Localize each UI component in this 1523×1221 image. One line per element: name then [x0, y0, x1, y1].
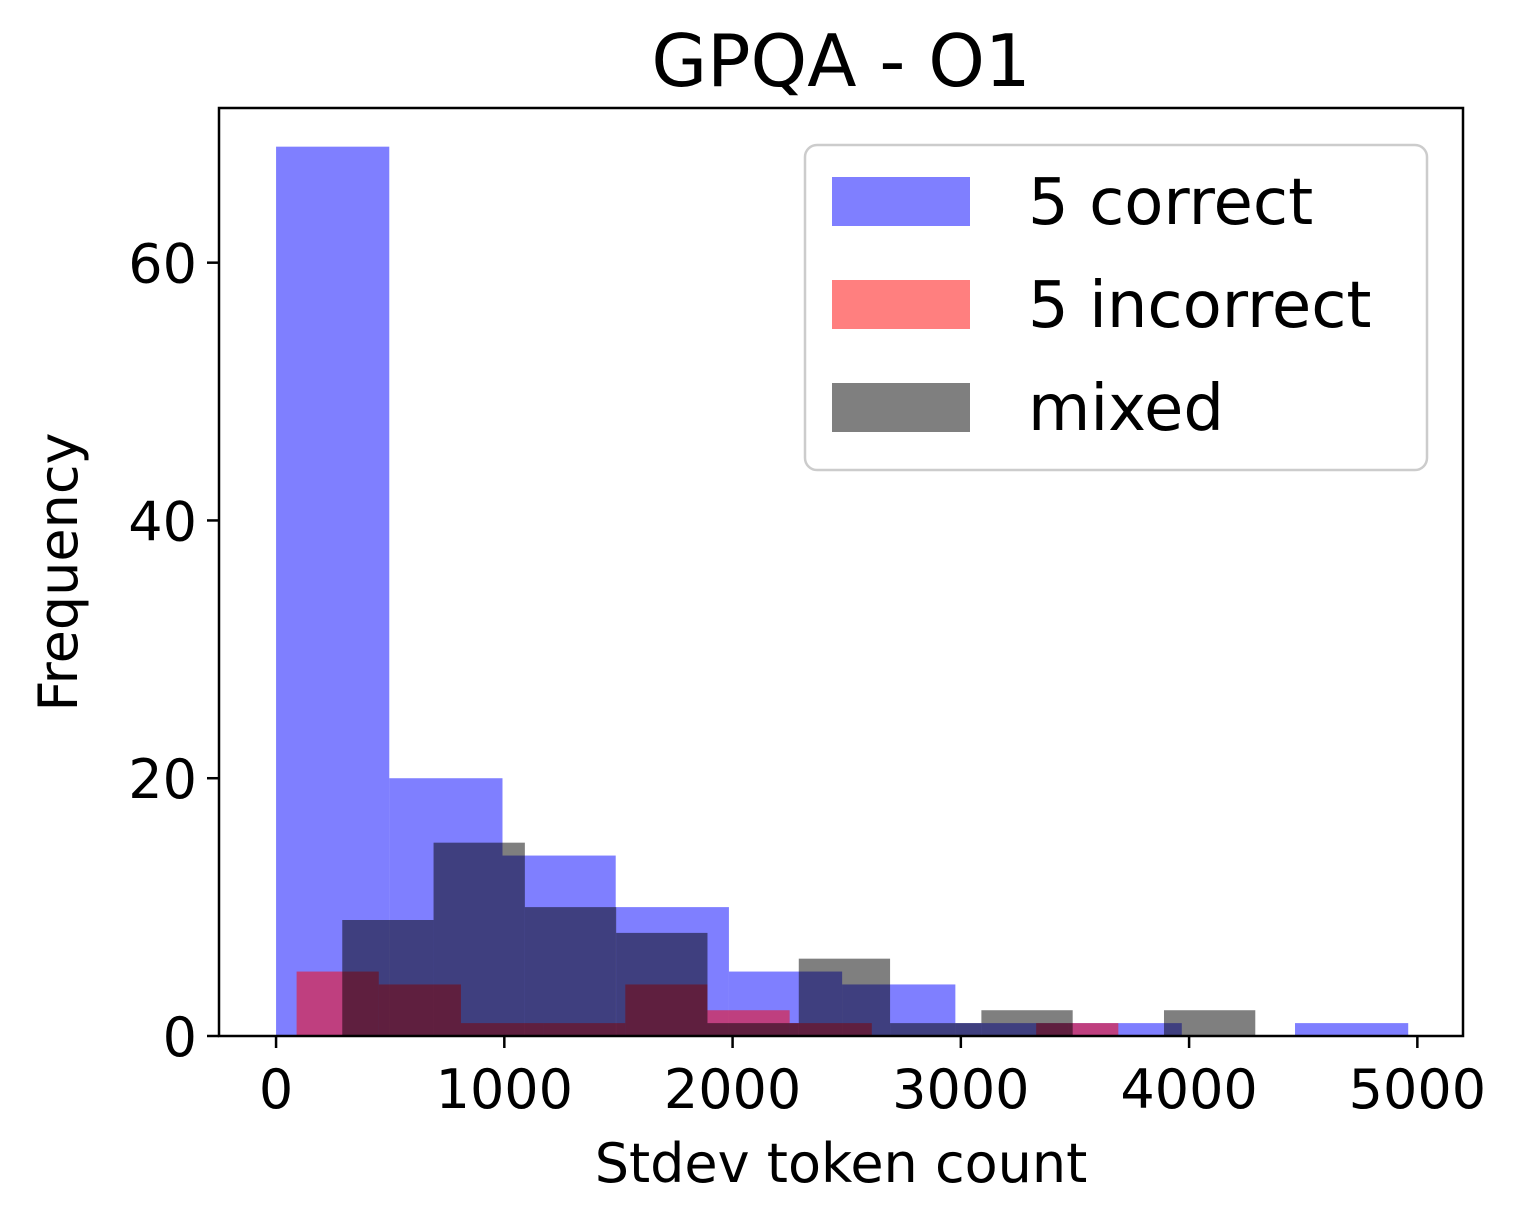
- x-tick-label: 3000: [892, 1058, 1029, 1121]
- bar-series-2-bin-7: [981, 1010, 1073, 1036]
- bar-series-0-bin-9: [1295, 1023, 1409, 1036]
- bar-series-2-bin-5: [798, 958, 891, 1036]
- legend-swatch-1: [832, 280, 970, 329]
- bar-series-0-bin-0: [276, 146, 390, 1036]
- x-tick-label: 2000: [664, 1058, 801, 1121]
- legend-swatch-2: [832, 383, 970, 432]
- x-tick-label: 5000: [1349, 1058, 1486, 1121]
- x-axis-label: Stdev token count: [595, 1132, 1088, 1195]
- bar-series-2-bin-3: [616, 932, 708, 1036]
- x-axis-ticks: 0 1000 2000 3000 4000 5000: [259, 1036, 1486, 1121]
- legend: 5 correct 5 incorrect mixed: [803, 143, 1429, 472]
- x-tick-label: 0: [259, 1058, 293, 1121]
- x-tick-label: 4000: [1120, 1058, 1257, 1121]
- bar-series-2-bin-0: [342, 920, 434, 1036]
- y-axis-label: Frequency: [27, 433, 90, 712]
- bar-series-2-bin-2: [524, 907, 617, 1036]
- y-tick-label: 20: [128, 748, 197, 811]
- legend-label-0: 5 correct: [1028, 166, 1313, 240]
- legend-swatch-0: [832, 177, 970, 226]
- y-axis-ticks: 0 20 40 60: [128, 233, 219, 1069]
- bar-series-2-bin-6: [890, 1023, 982, 1036]
- legend-label-2: mixed: [1028, 372, 1224, 446]
- y-tick-label: 0: [163, 1006, 197, 1069]
- y-tick-label: 60: [128, 233, 197, 296]
- plot-frame: [217, 106, 1465, 1038]
- bar-series-2-bin-4: [707, 1023, 799, 1036]
- bar-series-2-bin-9: [1163, 1010, 1256, 1036]
- chart-title: GPQA - O1: [651, 19, 1030, 103]
- x-tick-label: 1000: [436, 1058, 573, 1121]
- legend-label-1: 5 incorrect: [1028, 269, 1372, 343]
- bar-series-2-bin-1: [433, 842, 525, 1036]
- bars-layer: [276, 146, 1409, 1036]
- y-tick-label: 40: [128, 490, 197, 553]
